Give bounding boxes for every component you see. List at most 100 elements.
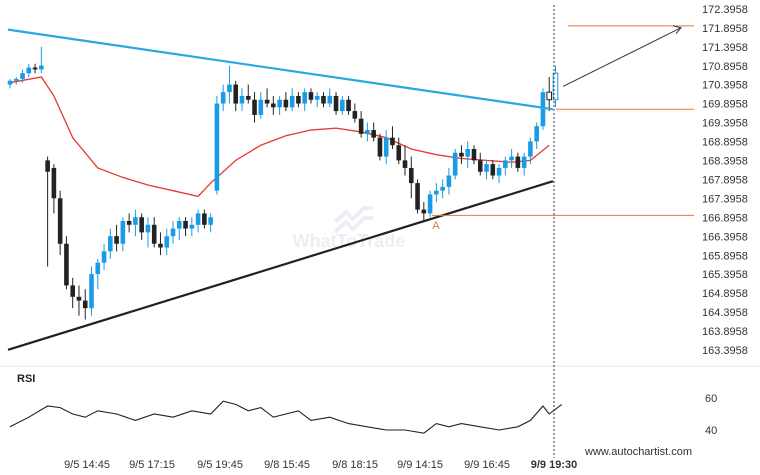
- candle: [352, 103, 358, 123]
- y-axis-tick-labels: 172.3958 171.8958 171.3958 170.8958 170.3958…: [702, 4, 748, 357]
- triangle-pattern: [7, 28, 554, 351]
- y-tick-label: 165.3958: [702, 269, 748, 281]
- y-tick-label: 169.8958: [702, 99, 748, 111]
- forecast-arrow-head: [672, 25, 682, 35]
- x-tick-label: 9/5 14:45: [64, 459, 110, 471]
- candle: [377, 133, 383, 161]
- candle: [477, 152, 483, 176]
- y-tick-label: 167.3958: [702, 193, 748, 205]
- candle: [176, 217, 182, 240]
- candle: [521, 152, 527, 176]
- candle: [51, 164, 57, 214]
- rsi-polyline: [9, 400, 563, 434]
- rsi-label: RSI: [17, 373, 35, 385]
- y-tick-label: 168.8958: [702, 137, 748, 149]
- y-tick-label: 170.8958: [702, 61, 748, 73]
- y-tick-label: 166.3958: [702, 231, 748, 243]
- candle: [365, 122, 370, 142]
- candle: [245, 84, 251, 104]
- candle: [296, 92, 301, 108]
- candle: [20, 69, 25, 83]
- candle: [471, 145, 477, 165]
- candle: [515, 152, 521, 172]
- resistance-line: [7, 28, 554, 111]
- candle: [32, 63, 38, 74]
- candle: [120, 217, 126, 252]
- y-tick-label: 169.3958: [702, 118, 748, 130]
- candle: [26, 63, 32, 77]
- candle: [164, 228, 170, 256]
- footer-url: www.autochartist.com: [584, 446, 692, 458]
- candle: [358, 111, 364, 138]
- candle: [396, 137, 402, 165]
- ma-polyline: [9, 76, 550, 198]
- x-tick-label: 9/9 14:15: [397, 459, 443, 471]
- candle: [13, 77, 19, 85]
- candle: [440, 179, 445, 199]
- candle: [126, 213, 132, 233]
- candle: [540, 88, 546, 131]
- candle: [459, 145, 464, 165]
- y-tick-label: 170.3958: [702, 80, 748, 92]
- candle: [552, 65, 559, 108]
- moving-average-line: [9, 76, 550, 198]
- candle: [101, 243, 107, 271]
- candle: [534, 122, 539, 149]
- x-tick-label: 9/9 19:30: [531, 459, 577, 471]
- candle: [427, 190, 433, 218]
- rsi-panel: RSI 60 40: [0, 365, 760, 437]
- point-a-label: A: [432, 220, 440, 232]
- candle: [239, 88, 245, 112]
- candle: [252, 92, 257, 123]
- candle: [114, 224, 119, 252]
- candle: [170, 221, 176, 244]
- candle: [346, 95, 351, 115]
- y-tick-label: 171.3958: [702, 42, 748, 54]
- candle: [302, 88, 307, 112]
- y-tick-label: 171.8958: [702, 23, 748, 35]
- candle: [258, 92, 264, 119]
- y-tick-label: 164.8958: [702, 288, 748, 300]
- candle: [82, 289, 88, 320]
- candle: [496, 164, 502, 184]
- x-axis-tick-labels: 9/5 14:45 9/5 17:15 9/5 19:45 9/8 15:45 9/8 …: [64, 459, 577, 471]
- rsi-line: [9, 400, 563, 434]
- candle: [465, 141, 471, 168]
- candle: [220, 84, 226, 112]
- candle: [108, 228, 113, 259]
- candle: [327, 88, 333, 108]
- candle: [314, 92, 320, 108]
- candle: [383, 130, 389, 165]
- y-tick-label: 168.3958: [702, 156, 748, 168]
- candle: [145, 217, 151, 248]
- candle: [89, 266, 94, 316]
- candle: [158, 232, 163, 256]
- candle: [415, 179, 420, 214]
- candle: [183, 217, 188, 237]
- candle: [139, 213, 144, 240]
- candle: [208, 213, 213, 233]
- candle: [189, 217, 195, 237]
- candle: [528, 137, 533, 165]
- candle: [446, 167, 452, 195]
- y-tick-label: 172.3958: [702, 4, 748, 16]
- candle: [421, 202, 427, 221]
- candle: [321, 92, 326, 108]
- candle: [64, 236, 69, 290]
- y-tick-label: 165.8958: [702, 250, 748, 262]
- candle: [434, 183, 439, 203]
- candle: [308, 88, 314, 104]
- candle: [277, 95, 282, 115]
- candle: [214, 95, 220, 195]
- watermark-text: WhatToTrade: [293, 231, 406, 251]
- candle: [76, 285, 82, 316]
- candle: [202, 209, 207, 229]
- candle: [408, 156, 414, 199]
- candle: [289, 88, 295, 112]
- candle: [95, 258, 101, 290]
- candle: [333, 92, 339, 115]
- candle: [264, 88, 270, 108]
- candle: [227, 65, 232, 104]
- watermark-logo: [333, 206, 373, 234]
